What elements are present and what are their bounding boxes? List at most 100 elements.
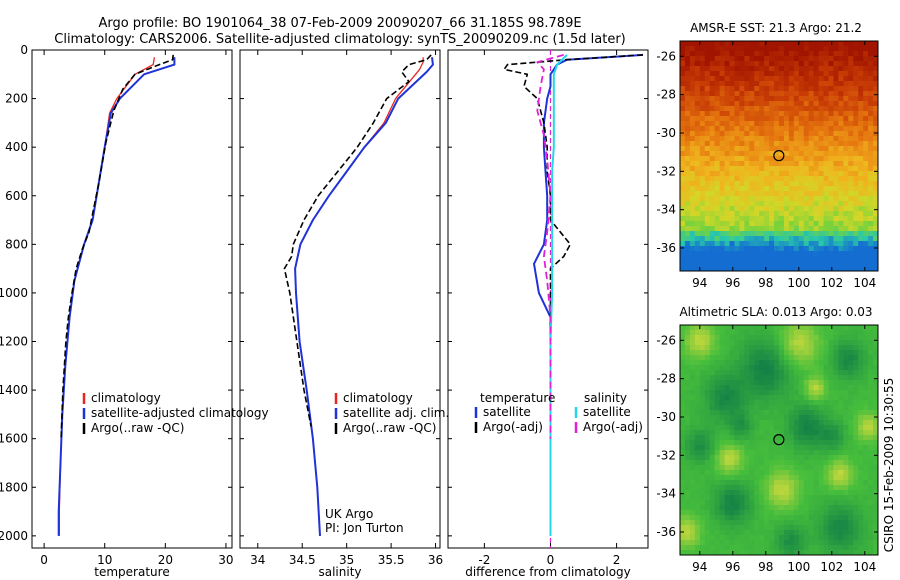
map-cell <box>823 510 829 516</box>
map-cell <box>803 455 810 461</box>
map-cell <box>749 151 755 157</box>
map-cell <box>813 176 819 182</box>
map-cell <box>719 251 725 257</box>
map-cell <box>759 241 765 247</box>
map-cell <box>714 251 720 257</box>
map-cell <box>769 211 775 217</box>
map-cell <box>719 440 725 446</box>
map-cell <box>739 66 745 72</box>
map-cell <box>783 211 790 217</box>
map-cell <box>868 266 874 271</box>
map-cell <box>769 505 775 511</box>
map-cell <box>838 81 844 87</box>
map-cell <box>788 226 795 232</box>
map-cell <box>818 500 824 506</box>
map-cell <box>719 525 725 531</box>
map-cell <box>704 380 711 386</box>
map-cell <box>689 345 696 351</box>
map-cell <box>744 106 750 112</box>
map-cell <box>739 176 745 182</box>
map-cell <box>838 400 844 406</box>
map-cell <box>798 171 805 177</box>
map-cell <box>729 390 735 396</box>
map-cell <box>813 151 819 157</box>
map-cell <box>729 330 735 336</box>
map-cell <box>788 121 795 127</box>
map-cell <box>803 166 810 172</box>
map-cell <box>788 101 795 107</box>
map-cell <box>843 86 849 92</box>
map-cell <box>828 266 834 271</box>
map-cell <box>798 345 805 351</box>
map-cell <box>828 525 834 531</box>
map-cell <box>774 495 780 501</box>
map-cell <box>744 71 750 77</box>
map-cell <box>868 41 874 47</box>
map-cell <box>853 191 859 197</box>
map-cell <box>704 186 711 192</box>
map-cell <box>739 545 745 551</box>
map-cell <box>684 485 691 491</box>
map-cell <box>818 455 824 461</box>
map-cell <box>803 206 810 212</box>
map-cell <box>823 201 829 207</box>
map-cell <box>798 56 805 62</box>
map-cell <box>803 505 810 511</box>
map-cell <box>838 470 844 476</box>
map-cell <box>808 355 815 361</box>
map-cell <box>774 156 780 162</box>
map-cell <box>694 475 701 481</box>
map-cell <box>680 86 686 92</box>
map-cell <box>769 256 775 262</box>
map-cell <box>838 345 844 351</box>
map-cell <box>848 131 854 137</box>
map-cell <box>833 545 839 551</box>
map-cells <box>680 325 878 555</box>
map-cell <box>798 241 805 247</box>
map-cell <box>843 480 849 486</box>
map-cell <box>803 375 810 381</box>
map-cell <box>680 111 686 117</box>
map-cell <box>813 221 819 227</box>
map-cell <box>828 141 834 147</box>
map-cell <box>858 221 864 227</box>
map-cell <box>868 46 874 52</box>
map-cell <box>863 405 869 411</box>
map-cell <box>769 530 775 536</box>
map-cell <box>813 66 819 72</box>
map-cell <box>838 181 844 187</box>
map-cell <box>779 46 785 52</box>
map-cell <box>853 460 859 466</box>
map-cell <box>689 365 696 371</box>
map-cell <box>694 41 701 47</box>
map-cell <box>828 485 834 491</box>
map-cell <box>858 241 864 247</box>
map-cell <box>714 420 720 426</box>
map-cell <box>704 141 711 147</box>
map-cell <box>788 211 795 217</box>
map-cell <box>858 365 864 371</box>
map-cell <box>779 485 785 491</box>
map-cell <box>793 530 800 536</box>
map-cell <box>833 400 839 406</box>
map-cell <box>729 81 735 87</box>
map-cell <box>724 161 730 167</box>
map-cell <box>873 86 878 92</box>
map-cell <box>813 216 819 222</box>
map-cell <box>868 325 874 331</box>
map-cell <box>823 101 829 107</box>
map-cell <box>818 96 824 102</box>
map-cell <box>749 470 755 476</box>
map-cell <box>754 325 760 331</box>
salinity-argo-line <box>536 54 564 439</box>
map-cell <box>694 141 701 147</box>
map-cell <box>843 525 849 531</box>
map-cell <box>828 186 834 192</box>
map-cell <box>823 126 829 132</box>
map-cell <box>788 505 795 511</box>
map-cell <box>793 360 800 366</box>
map-cell <box>788 395 795 401</box>
map-cell <box>734 81 740 87</box>
map-cell <box>694 186 701 192</box>
map-cell <box>848 535 854 541</box>
